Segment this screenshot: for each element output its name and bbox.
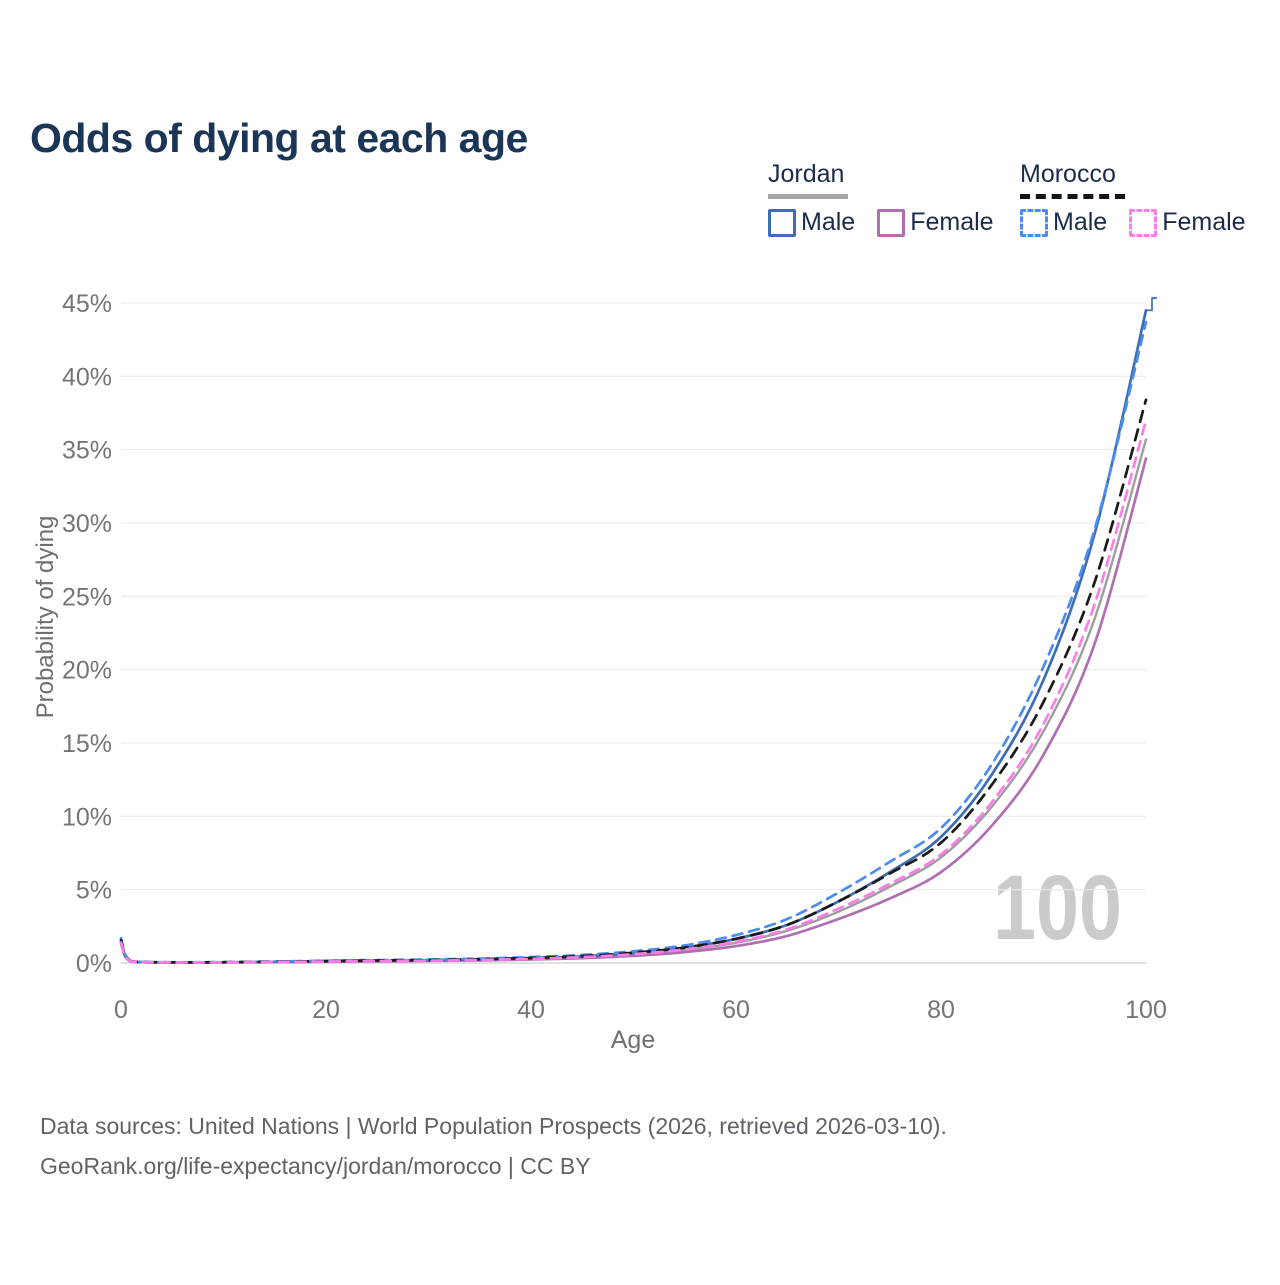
curve-morocco-female[interactable] [119, 418, 1148, 964]
legend-group-morocco: Morocco Male Female [1020, 160, 1268, 237]
y-tick-label: 0% [76, 950, 112, 978]
curve-jordan-both[interactable] [119, 438, 1148, 964]
x-tick-label: 0 [114, 996, 128, 1024]
x-tick-label: 20 [312, 996, 340, 1024]
curve-morocco-male[interactable] [119, 320, 1148, 964]
y-tick-label: 40% [62, 363, 112, 391]
legend-country-jordan[interactable]: Jordan [768, 160, 845, 188]
legend-label-morocco-female[interactable]: Female [1162, 208, 1246, 236]
curve-jordan-female[interactable] [119, 457, 1148, 964]
y-axis-title: Probability of dying [32, 515, 59, 719]
legend-group-jordan: Jordan Male Female [768, 160, 1016, 237]
curve-morocco-both[interactable] [119, 398, 1148, 964]
legend-swatch-jordan-male[interactable] [768, 208, 796, 237]
y-tick-label: 5% [76, 877, 112, 905]
page-title: Odds of dying at each age [30, 115, 528, 162]
legend-swatch-morocco-female[interactable] [1129, 208, 1158, 237]
label-connector-jordan-male [1146, 297, 1157, 312]
y-tick-label: 30% [62, 510, 112, 538]
legend-label-morocco-male[interactable]: Male [1053, 208, 1108, 236]
footer: Data sources: United Nations | World Pop… [40, 1106, 947, 1186]
x-tick-label: 60 [722, 996, 750, 1024]
footer-attribution[interactable]: GeoRank.org/life-expectancy/jordan/moroc… [40, 1153, 591, 1179]
y-tick-label: 45% [62, 290, 112, 318]
legend-label-jordan-male[interactable]: Male [801, 208, 856, 236]
legend-morocco-line-swatch [1020, 194, 1125, 199]
y-tick-label: 25% [62, 583, 112, 611]
curve-jordan-male[interactable] [119, 308, 1148, 964]
footer-sources: Data sources: United Nations | World Pop… [40, 1113, 947, 1139]
y-tick-label: 15% [62, 730, 112, 758]
x-tick-label: 80 [927, 996, 955, 1024]
legend-country-morocco[interactable]: Morocco [1020, 160, 1116, 188]
y-tick-label: 20% [62, 657, 112, 685]
legend-jordan-line-swatch [768, 194, 848, 199]
x-tick-label: 100 [1125, 996, 1167, 1024]
x-axis-title: Age [610, 1026, 656, 1054]
legend-swatch-jordan-female[interactable] [877, 208, 906, 237]
x-tick-label: 40 [517, 996, 545, 1024]
y-tick-label: 10% [62, 803, 112, 831]
legend-swatch-morocco-male[interactable] [1020, 208, 1048, 237]
legend-label-jordan-female[interactable]: Female [910, 208, 994, 236]
age-cursor-watermark: 100 [993, 857, 1122, 959]
y-tick-label: 35% [62, 437, 112, 465]
